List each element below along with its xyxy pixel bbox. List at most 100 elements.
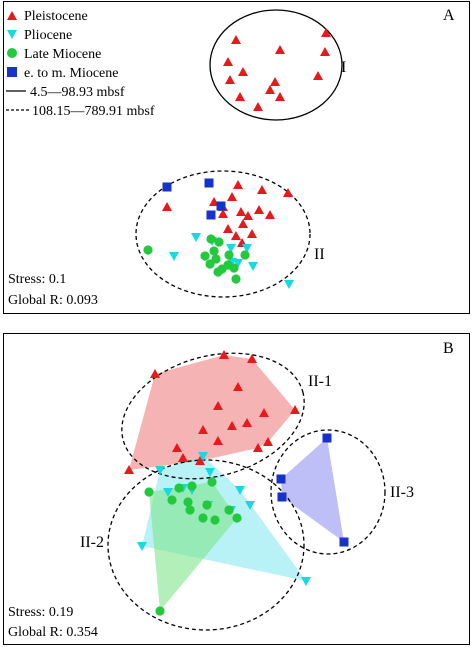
panel-a-point-late-miocene-13: [229, 263, 239, 273]
cluster-ii-2-label: II-2: [80, 534, 104, 551]
panel-a-point-pleistocene-4: [238, 67, 248, 76]
cluster-ii-3-outline: [270, 429, 386, 555]
panel-a-point-pleistocene-6: [225, 75, 235, 84]
cluster-ii-label: II: [314, 246, 325, 263]
legend: Pleistocene Pliocene Late Miocene e. to …: [6, 9, 155, 119]
panel-a-point-pliocene-6: [248, 262, 258, 271]
panel-a-point-pliocene-7: [284, 280, 294, 289]
panel-a-point-late-miocene-4: [240, 250, 250, 260]
panel-a-point-late-miocene-5: [143, 245, 153, 255]
hull-ii-3: [281, 438, 344, 542]
panel-b-point-pleistocene-2: [247, 354, 257, 363]
hull-ii-1: [129, 355, 295, 470]
panel-a-point-pleistocene-9: [313, 71, 323, 80]
panel-a-point-pleistocene-16: [257, 185, 267, 194]
panel-a-point-pleistocene-14: [233, 180, 243, 189]
panel-a-point-pleistocene-12: [253, 102, 263, 111]
legend-label-solid-range: 4.5—98.93 mbsf: [30, 85, 125, 100]
panel-a-point-pleistocene-25: [238, 219, 248, 228]
panel-a-point-pleistocene-1: [275, 45, 285, 54]
panel-b-point-e-to-m-miocene-3: [339, 537, 349, 547]
panel-a-point-pleistocene-20: [218, 209, 228, 218]
legend-marker-pliocene: [7, 30, 17, 39]
panel-b-point-e-to-m-miocene-1: [276, 474, 286, 484]
panel-b-point-pleistocene-14: [124, 465, 134, 474]
cluster-ii-1-label: II-1: [308, 373, 332, 390]
panel-b-point-e-to-m-miocene-2: [277, 492, 287, 502]
panel-a-point-e-to-m-miocene-3: [216, 201, 226, 211]
panel-a-point-late-miocene-12: [231, 274, 241, 284]
cluster-ii-3-label: II-3: [390, 484, 414, 501]
panel-a-point-e-to-m-miocene-0: [162, 182, 172, 192]
panel-a-point-pliocene-8: [233, 259, 243, 268]
panel-b-point-late-miocene-4: [167, 495, 177, 505]
panel-b-point-late-miocene-9: [232, 513, 242, 523]
panel-a-point-pleistocene-7: [270, 77, 280, 86]
panel-b-point-late-miocene-2: [187, 481, 197, 491]
panel-b-point-late-miocene-7: [210, 515, 220, 525]
panel-b-point-late-miocene-12: [155, 606, 165, 616]
panel-a-point-pleistocene-0: [231, 35, 241, 44]
cluster-i-outline: [209, 9, 343, 121]
panel-a-point-e-to-m-miocene-2: [206, 210, 216, 220]
legend-label-pliocene: Pliocene: [24, 28, 72, 43]
panel-a-point-pleistocene-27: [231, 231, 241, 240]
panel-a-point-pleistocene-11: [275, 92, 285, 101]
panel-b-point-pliocene-8: [137, 542, 147, 551]
panel-a-point-pleistocene-13: [162, 202, 172, 211]
panel-b-point-pleistocene-7: [227, 421, 237, 430]
panel-b-point-pleistocene-5: [259, 408, 269, 417]
panel-a-point-pleistocene-24: [265, 210, 275, 219]
panel-b-point-late-miocene-1: [174, 483, 184, 493]
panel-a-letter: A: [443, 7, 455, 24]
panel-b-point-late-miocene-3: [207, 477, 217, 487]
legend-label-dashed-range: 108.15—789.91 mbsf: [32, 104, 155, 119]
panel-b-point-late-miocene-8: [224, 505, 234, 515]
panel-a-point-late-miocene-3: [224, 250, 234, 260]
panel-a-point-pleistocene-28: [247, 229, 257, 238]
panel-b-stress: Stress: 0.19: [8, 605, 73, 620]
panel-b-point-late-miocene-10: [185, 505, 195, 515]
legend-marker-late-miocene: [7, 48, 17, 58]
panel-b-point-pliocene-2: [155, 466, 165, 475]
panel-a-stress: Stress: 0.1: [8, 272, 66, 287]
legend-marker-e-m-miocene: [7, 67, 17, 77]
panel-a-points: [143, 28, 331, 289]
panel-a-point-pliocene-0: [191, 233, 201, 242]
panel-b-point-pleistocene-10: [213, 436, 223, 445]
panel-a-point-late-miocene-2: [209, 246, 219, 256]
panel-a-global-r: Global R: 0.093: [8, 293, 98, 308]
panel-b-point-pleistocene-16: [195, 456, 205, 465]
panel-a-point-pleistocene-8: [265, 85, 275, 94]
panel-b-point-pleistocene-9: [198, 425, 208, 434]
panel-b-point-late-miocene-5: [183, 497, 193, 507]
panel-a-point-pleistocene-26: [223, 224, 233, 233]
panel-b-point-e-to-m-miocene-0: [322, 433, 332, 443]
panel-b-point-pleistocene-11: [263, 437, 273, 446]
panel-b-point-pleistocene-6: [290, 405, 300, 414]
panel-b-points: [124, 350, 349, 616]
panel-b-point-pleistocene-4: [213, 401, 223, 410]
panel-a-point-late-miocene-8: [205, 259, 215, 269]
panel-b-point-late-miocene-11: [198, 513, 208, 523]
hull-ii-2-late-miocene: [149, 482, 237, 611]
panel-b-point-pliocene-6: [245, 501, 255, 510]
panel-a-point-pleistocene-10: [235, 92, 245, 101]
panel-b-global-r: Global R: 0.354: [8, 625, 98, 640]
panel-a-point-pleistocene-5: [320, 47, 330, 56]
panel-b-point-pleistocene-1: [219, 350, 229, 359]
panel-a-point-pleistocene-3: [223, 57, 233, 66]
panel-b-point-pleistocene-3: [233, 382, 243, 391]
panel-b-point-late-miocene-6: [202, 500, 212, 510]
panel-b-point-pliocene-11: [163, 488, 173, 497]
cluster-ii-2-outline: [107, 459, 305, 631]
panel-b-point-pleistocene-0: [150, 369, 160, 378]
panel-b-point-pliocene-9: [301, 577, 311, 586]
legend-label-pleistocene: Pleistocene: [24, 9, 88, 24]
legend-label-late-miocene: Late Miocene: [24, 47, 101, 62]
cluster-i-label: I: [341, 59, 346, 76]
panel-b-letter: B: [443, 340, 454, 357]
panel-b-point-late-miocene-0: [144, 487, 154, 497]
panel-a-point-late-miocene-1: [214, 237, 224, 247]
